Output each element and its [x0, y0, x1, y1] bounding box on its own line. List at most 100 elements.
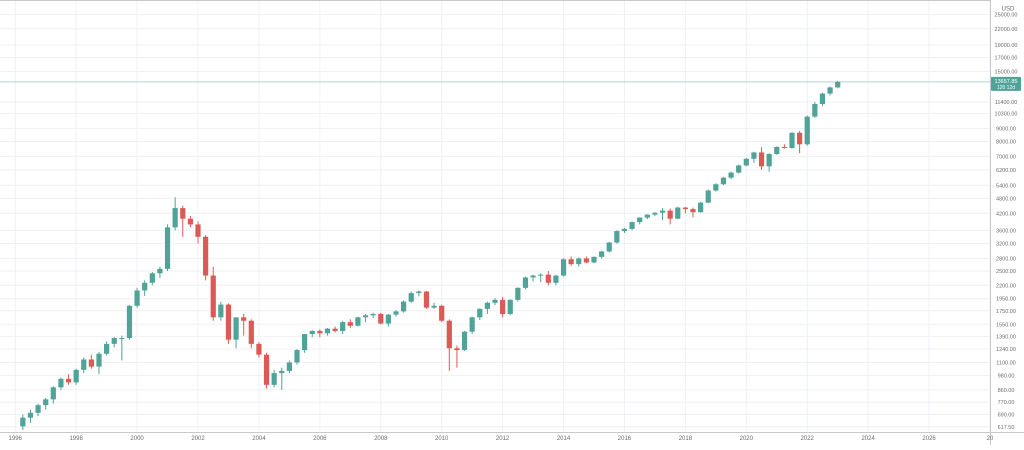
- candle-up[interactable]: [804, 115, 810, 146]
- candle-up[interactable]: [621, 227, 628, 233]
- candle-down[interactable]: [263, 352, 270, 389]
- candle-down[interactable]: [682, 207, 688, 214]
- candle-up[interactable]: [789, 132, 795, 149]
- candle-up[interactable]: [142, 280, 148, 296]
- candle-down[interactable]: [378, 312, 384, 325]
- candle-up[interactable]: [819, 92, 826, 107]
- candle-up[interactable]: [606, 241, 612, 253]
- candle-up[interactable]: [149, 271, 155, 286]
- candle-up[interactable]: [560, 258, 567, 277]
- candle-up[interactable]: [35, 403, 41, 417]
- candle-up[interactable]: [751, 151, 757, 163]
- candle-up[interactable]: [431, 302, 437, 309]
- candle-down[interactable]: [758, 147, 765, 170]
- candle-up[interactable]: [119, 335, 125, 361]
- candle-up[interactable]: [294, 349, 300, 365]
- candle-down[interactable]: [241, 313, 247, 336]
- candle-up[interactable]: [538, 273, 544, 283]
- candle-down[interactable]: [423, 290, 430, 309]
- candle-up[interactable]: [835, 80, 841, 89]
- candle-up[interactable]: [492, 298, 498, 306]
- candle-up[interactable]: [43, 397, 49, 410]
- candle-up[interactable]: [644, 214, 650, 220]
- candle-up[interactable]: [766, 153, 772, 172]
- candle-up[interactable]: [126, 305, 133, 340]
- candle-up[interactable]: [20, 414, 26, 430]
- candle-up[interactable]: [599, 250, 605, 259]
- candle-up[interactable]: [705, 189, 711, 204]
- candle-down[interactable]: [781, 144, 787, 149]
- candle-up[interactable]: [812, 102, 818, 118]
- candle-down[interactable]: [545, 271, 551, 286]
- candle-up[interactable]: [484, 301, 490, 314]
- time-axis[interactable]: 1996 1998 2000 2002 2004 2006 2008 2010 2012 2014…: [9, 436, 994, 442]
- candle-down[interactable]: [317, 329, 323, 338]
- candle-up[interactable]: [720, 176, 727, 186]
- candle-up[interactable]: [27, 409, 34, 423]
- candle-up[interactable]: [385, 313, 391, 327]
- candle-down[interactable]: [439, 304, 445, 323]
- candle-up[interactable]: [591, 256, 597, 264]
- candle-down[interactable]: [568, 256, 574, 266]
- candle-down[interactable]: [332, 326, 338, 333]
- candle-up[interactable]: [553, 274, 559, 286]
- candle-down[interactable]: [187, 215, 193, 228]
- candle-up[interactable]: [827, 86, 833, 96]
- candle-up[interactable]: [393, 310, 399, 317]
- candle-up[interactable]: [81, 357, 87, 374]
- plot-area[interactable]: [0, 0, 990, 432]
- candle-up[interactable]: [461, 330, 468, 351]
- candle-up[interactable]: [743, 157, 749, 167]
- candle-up[interactable]: [675, 206, 681, 220]
- candle-down[interactable]: [667, 208, 673, 225]
- candle-up[interactable]: [286, 360, 292, 374]
- candle-down[interactable]: [797, 130, 803, 154]
- candle-down[interactable]: [225, 303, 232, 344]
- candle-up[interactable]: [218, 301, 224, 321]
- price-axis[interactable]: 25000.00 22000.00 19000.00 17000.00 15000.00…: [995, 13, 1018, 431]
- candle-up[interactable]: [477, 308, 483, 321]
- candle-down[interactable]: [210, 266, 216, 321]
- candle-up[interactable]: [515, 287, 521, 302]
- candle-up[interactable]: [309, 330, 315, 338]
- candle-up[interactable]: [370, 312, 376, 319]
- candle-down[interactable]: [248, 319, 254, 349]
- candle-up[interactable]: [58, 377, 64, 390]
- candle-up[interactable]: [134, 287, 140, 308]
- candle-down[interactable]: [88, 354, 94, 369]
- candle-up[interactable]: [401, 300, 407, 313]
- candle-up[interactable]: [507, 299, 513, 316]
- candle-down[interactable]: [500, 297, 506, 318]
- candle-down[interactable]: [203, 235, 209, 281]
- candle-up[interactable]: [271, 369, 277, 388]
- candle-up[interactable]: [652, 212, 658, 216]
- candle-down[interactable]: [256, 342, 262, 358]
- candle-up[interactable]: [362, 313, 369, 323]
- candle-up[interactable]: [629, 221, 635, 231]
- candle-up[interactable]: [172, 197, 178, 231]
- candle-up[interactable]: [50, 386, 56, 404]
- candle-up[interactable]: [302, 334, 308, 353]
- candle-up[interactable]: [530, 274, 536, 282]
- candle-down[interactable]: [180, 205, 186, 237]
- candle-up[interactable]: [416, 290, 422, 297]
- candle-up[interactable]: [637, 217, 643, 225]
- candle-up[interactable]: [324, 327, 331, 336]
- candle-up[interactable]: [104, 341, 110, 356]
- candle-up[interactable]: [713, 183, 719, 192]
- candle-up[interactable]: [355, 316, 361, 327]
- candle-down[interactable]: [195, 221, 201, 244]
- candle-up[interactable]: [659, 208, 666, 221]
- candle-down[interactable]: [347, 319, 353, 328]
- candle-up[interactable]: [576, 257, 582, 267]
- candle-up[interactable]: [698, 201, 704, 213]
- candle-up[interactable]: [157, 266, 163, 278]
- candle-down[interactable]: [690, 207, 696, 218]
- candle-down[interactable]: [65, 374, 72, 385]
- candle-up[interactable]: [614, 230, 620, 244]
- candle-up[interactable]: [164, 224, 171, 272]
- candle-up[interactable]: [96, 351, 102, 375]
- candle-up[interactable]: [522, 276, 529, 290]
- candle-up[interactable]: [469, 316, 475, 335]
